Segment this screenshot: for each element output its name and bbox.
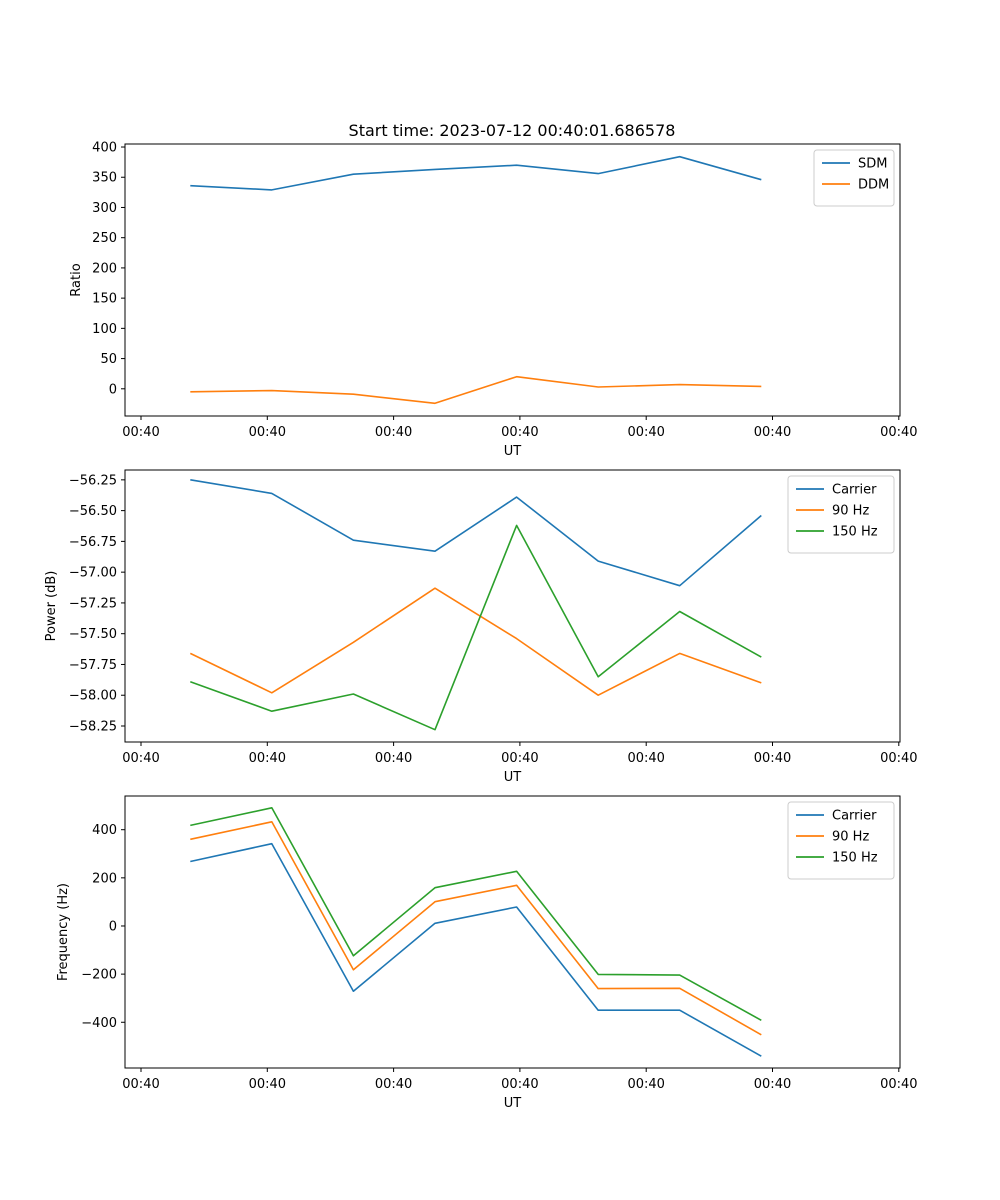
power-xtick-label: 00:40 [375,751,412,766]
power-axes-frame [124,469,901,743]
ratio-legend: SDM DDM [813,149,895,207]
power-legend-label: 150 Hz [832,525,878,540]
power-legend-label: 90 Hz [832,504,869,519]
ratio-xtick-label: 00:40 [880,425,917,440]
power-legend-label: Carrier [832,483,877,498]
frequency-legend-box [787,801,895,880]
ratio-legend-box [813,149,895,207]
power-ytick-label: −57.00 [69,566,117,581]
ratio-ytick-label: 150 [92,292,117,307]
figure-title: Start time: 2023-07-12 00:40:01.686578 [349,121,676,140]
ratio-ytick-label: 300 [92,201,117,216]
frequency-xlabel: UT [504,1096,522,1111]
frequency-ytick-label: 200 [92,871,117,886]
frequency-series-150-hz [190,806,762,1021]
ratio-xtick-label: 00:40 [249,425,286,440]
frequency-ytick-label: 0 [109,919,117,934]
power-ytick-label: −58.25 [69,720,117,735]
ratio-xtick-label: 00:40 [627,425,664,440]
power-series-carrier [190,479,762,587]
plot-ratio: 00:4000:4000:4000:4000:4000:4000:4000:41… [69,141,918,459]
frequency-xtick-label: 00:40 [754,1077,791,1092]
ratio-ytick-label: 200 [92,261,117,276]
power-legend: Carrier 90 Hz 150 Hz [787,475,895,554]
ratio-ytick-label: 0 [109,382,117,397]
power-ytick-label: −56.25 [69,473,117,488]
power-ytick-label: −57.75 [69,658,117,673]
ratio-ytick-label: 100 [92,322,117,337]
power-ytick-label: −58.00 [69,689,117,704]
power-xtick-label: 00:40 [501,751,538,766]
power-xtick-label: 00:40 [122,751,159,766]
frequency-xtick-label: 00:40 [249,1077,286,1092]
ratio-xlabel: UT [504,444,522,459]
ratio-xtick-label: 00:40 [501,425,538,440]
power-ylabel: Power (dB) [44,571,59,642]
plots-container: 00:4000:4000:4000:4000:4000:4000:4000:41… [44,141,918,1111]
frequency-ylabel: Frequency (Hz) [56,883,71,981]
power-series-90-hz [189,587,762,697]
ratio-legend-label: SDM [858,157,887,172]
plot-power: 00:4000:4000:4000:4000:4000:4000:4000:41… [44,469,918,785]
frequency-xtick-label: 00:40 [375,1077,412,1092]
frequency-ytick-label: −200 [81,968,117,983]
power-xtick-label: 00:40 [754,751,791,766]
power-legend-box [787,475,895,554]
power-xtick-label: 00:40 [627,751,664,766]
power-xtick-label: 00:40 [880,751,917,766]
frequency-xtick-label: 00:40 [627,1077,664,1092]
power-xlabel: UT [504,770,522,785]
power-ytick-label: −56.50 [69,504,117,519]
ratio-axes-frame [124,143,901,417]
frequency-legend-label: 90 Hz [832,830,869,845]
ratio-xtick-label: 00:40 [122,425,159,440]
power-ytick-label: −56.75 [69,535,117,550]
frequency-legend-label: 150 Hz [832,851,878,866]
power-series-150-hz [190,524,762,731]
ratio-xtick-label: 00:40 [375,425,412,440]
frequency-legend: Carrier 90 Hz 150 Hz [787,801,895,880]
ratio-ylabel: Ratio [69,263,84,296]
plot-frequency: 00:4000:4000:4000:4000:4000:4000:4000:41… [56,795,918,1111]
frequency-ytick-label: −400 [81,1016,117,1031]
frequency-xtick-label: 00:40 [122,1077,159,1092]
ratio-legend-label: DDM [858,178,889,193]
ratio-ytick-label: 250 [92,231,117,246]
frequency-xtick-label: 00:40 [880,1077,917,1092]
ratio-ytick-label: 350 [92,171,117,186]
frequency-axes-frame [124,795,901,1069]
ratio-ytick-label: 400 [92,141,117,156]
frequency-series-90-hz [190,820,762,1036]
frequency-ytick-label: 400 [92,823,117,838]
ratio-series-sdm [190,155,762,191]
frequency-xtick-label: 00:40 [501,1077,538,1092]
power-ytick-label: −57.25 [69,596,117,611]
power-xtick-label: 00:40 [249,751,286,766]
frequency-series-carrier [190,842,762,1057]
frequency-legend-label: Carrier [832,809,877,824]
ratio-series-ddm [190,375,762,405]
power-ytick-label: −57.50 [69,627,117,642]
ratio-ytick-label: 50 [100,352,117,367]
ratio-xtick-label: 00:40 [754,425,791,440]
